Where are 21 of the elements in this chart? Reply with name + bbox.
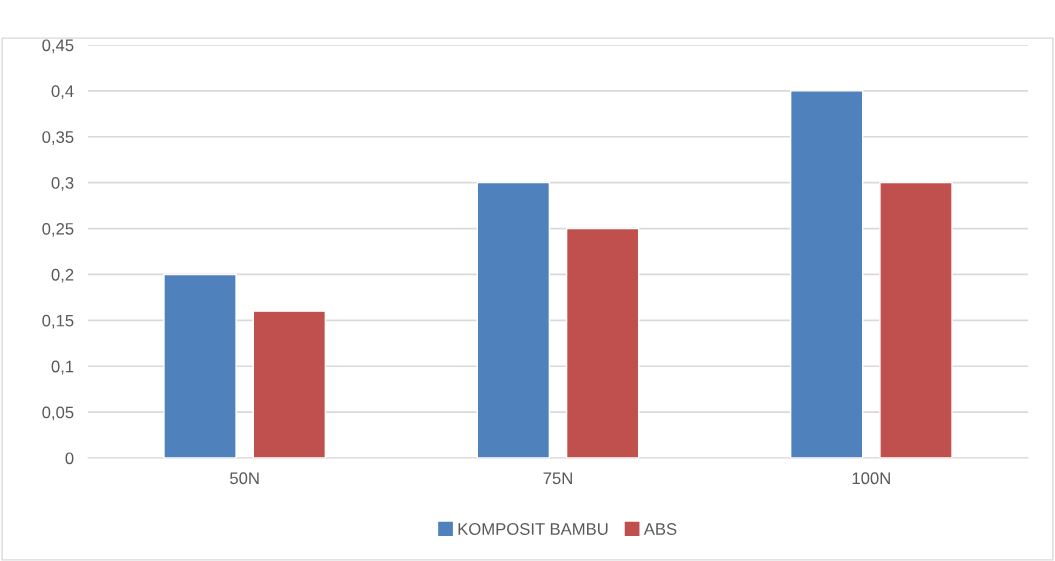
x-tick-label: 75N [543,472,572,485]
legend-label: ABS [643,523,677,535]
bar [789,90,864,458]
bar [565,227,640,458]
y-tick-label: 0,15 [42,314,74,329]
y-tick-label: 0,1 [51,360,74,375]
y-tick-label: 0 [65,452,74,465]
bar [879,181,953,458]
y-tick-label: 0,3 [51,177,74,191]
y-tick-label: 0,45 [42,39,74,54]
legend-label: KOMPOSIT BAMBU [458,523,608,535]
y-tick-label: 0,4 [51,85,74,100]
y-tick-label: 0,25 [42,222,74,237]
y-tick-label: 0,2 [51,268,74,283]
x-tick-label: 100N [852,472,890,485]
bar [252,310,327,458]
bar [163,273,237,458]
y-tick-label: 0,05 [42,406,74,421]
x-tick-label: 50N [230,472,259,485]
y-tick-label: 0,35 [42,131,74,145]
bar [476,181,551,458]
